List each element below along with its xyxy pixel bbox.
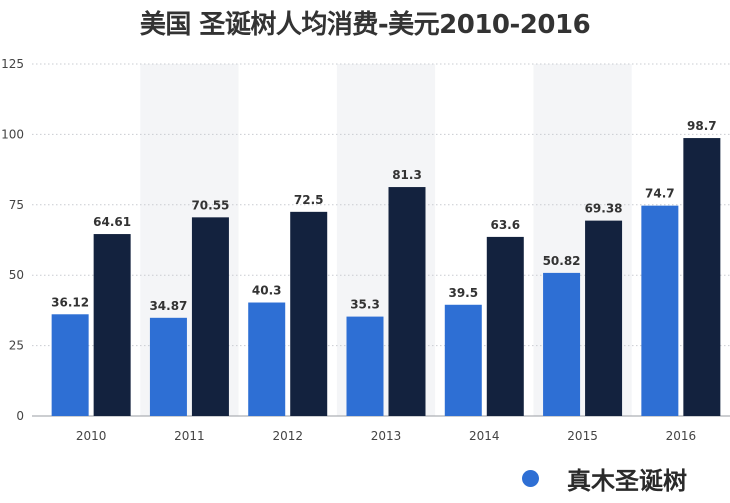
- bar: [93, 234, 131, 416]
- bar: [290, 211, 328, 416]
- x-tick-label: 2014: [469, 429, 500, 443]
- data-label: 39.5: [448, 286, 478, 300]
- y-tick-label: 100: [1, 127, 24, 141]
- x-tick-label: 2016: [666, 429, 697, 443]
- y-tick-label: 125: [1, 57, 24, 71]
- bar: [51, 314, 89, 416]
- x-tick-label: 2015: [567, 429, 598, 443]
- data-label: 74.7: [645, 187, 675, 201]
- x-tick-label: 2013: [371, 429, 402, 443]
- bar: [543, 272, 581, 416]
- bar: [248, 302, 286, 416]
- bar: [585, 220, 623, 416]
- y-tick-label: 50: [9, 268, 24, 282]
- bar: [444, 304, 482, 416]
- chart-title: 美国 圣诞树人均消费-美元2010-2016: [139, 10, 591, 40]
- data-label: 34.87: [149, 299, 187, 313]
- y-tick-label: 0: [16, 409, 24, 423]
- data-label: 40.3: [252, 284, 282, 298]
- data-label: 35.3: [350, 298, 380, 312]
- data-label: 50.82: [543, 254, 581, 268]
- bar: [683, 138, 721, 417]
- legend-label: 真木圣诞树: [567, 466, 687, 495]
- data-label: 63.6: [490, 218, 520, 232]
- legend-marker-icon: [522, 469, 539, 487]
- y-tick-label: 75: [9, 198, 24, 212]
- bar: [149, 317, 187, 416]
- data-label: 98.7: [687, 119, 717, 133]
- bar: [191, 217, 229, 416]
- x-tick-label: 2010: [76, 429, 107, 443]
- bar: [486, 236, 524, 416]
- chart-legend: 真木圣诞树: [522, 462, 687, 495]
- bar: [388, 187, 426, 416]
- bar: [641, 205, 679, 416]
- x-tick-label: 2011: [174, 429, 205, 443]
- data-label: 69.38: [585, 202, 623, 216]
- bar: [346, 316, 384, 416]
- data-label: 70.55: [191, 198, 229, 212]
- data-label: 36.12: [51, 295, 89, 309]
- x-tick-label: 2012: [272, 429, 303, 443]
- data-label: 72.5: [294, 193, 324, 207]
- y-tick-label: 25: [9, 339, 24, 353]
- data-label: 64.61: [93, 215, 131, 229]
- data-label: 81.3: [392, 168, 422, 182]
